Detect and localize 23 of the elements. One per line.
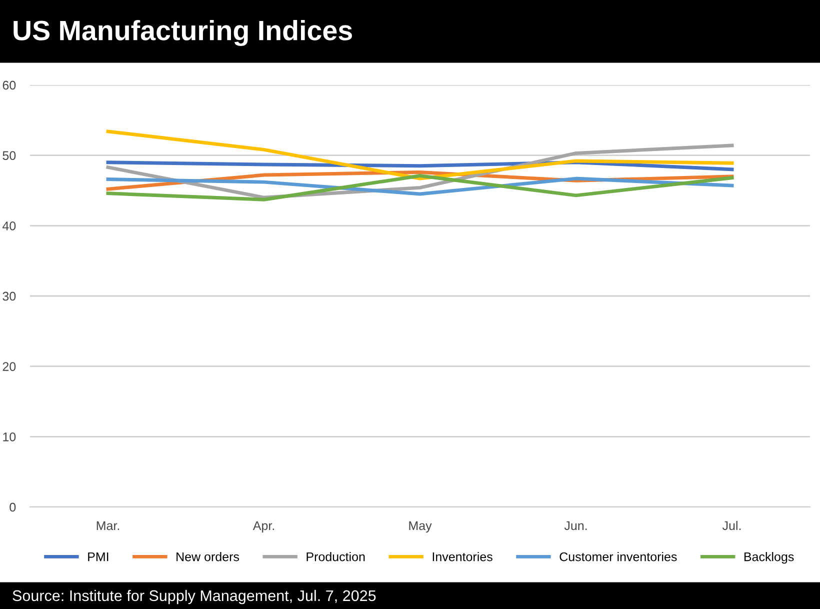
line-series [106, 174, 734, 202]
y-tick-label: 0 [10, 502, 16, 512]
legend-label: Production [306, 552, 365, 562]
x-tick-label: Apr. [252, 521, 274, 533]
line-series [106, 176, 734, 196]
legend-label: Customer inventories [560, 552, 677, 562]
x-tick-label: Mar. [96, 521, 120, 530]
y-tick-label: 10 [3, 432, 16, 442]
y-tick-label: 30 [2, 292, 16, 301]
line-series [106, 130, 734, 180]
legend-label: Backlogs [744, 552, 794, 564]
y-tick-label: 20 [2, 362, 16, 371]
x-tick-label: Jun. [564, 521, 587, 530]
y-tick-label: 50 [2, 151, 16, 160]
source-note: Source: Institute for Supply Management, Jul. 7, 2025 [12, 590, 376, 604]
legend-label: New orders [176, 552, 240, 562]
y-tick-label: 40 [2, 221, 16, 230]
chart-title: US Manufacturing Indices [14, 20, 352, 46]
x-tick-label: May [409, 521, 432, 533]
x-tick-label: Jul. [722, 520, 741, 530]
y-tick-label: 60 [2, 80, 16, 90]
legend-label: Inventories [432, 552, 492, 562]
legend-label: PMI [88, 552, 108, 562]
